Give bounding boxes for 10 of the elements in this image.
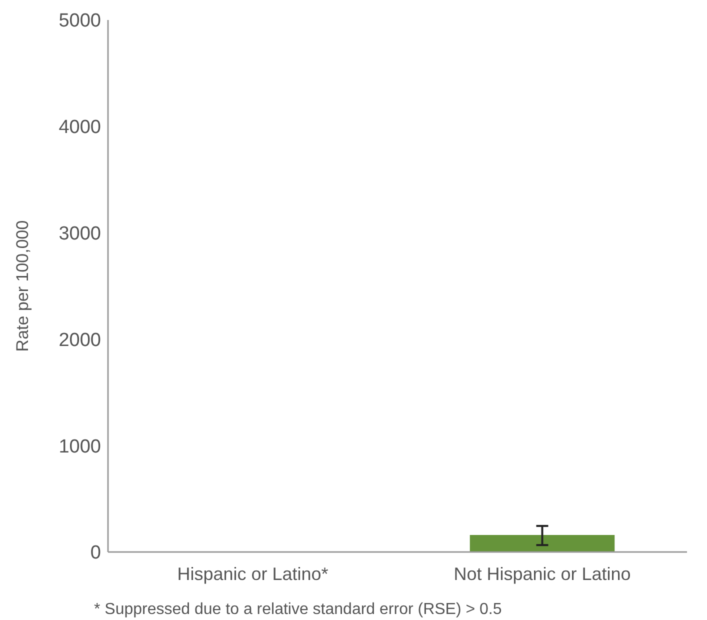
text: * Suppressed due to a relative standard error (RSE) > 0.5 <box>94 601 502 618</box>
y-tick-label: 0 <box>90 542 101 564</box>
y-tick-label: 5000 <box>58 10 101 32</box>
x-tick-label: Not Hispanic or Latino <box>454 564 631 584</box>
y-tick-label: 3000 <box>58 223 101 244</box>
y-tick-label: 2000 <box>58 330 101 351</box>
y-tick-label: 4000 <box>58 117 101 138</box>
y-axis-title: Rate per 100,000 <box>13 220 32 352</box>
x-tick-label: Hispanic or Latino* <box>177 564 328 584</box>
y-tick-label: 1000 <box>58 436 101 458</box>
